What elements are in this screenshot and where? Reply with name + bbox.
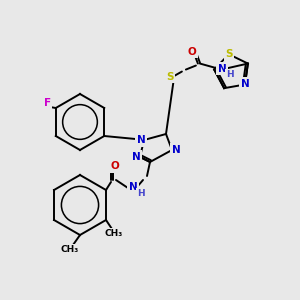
Text: CH₃: CH₃: [61, 245, 79, 254]
Text: S: S: [225, 49, 232, 59]
Text: H: H: [137, 190, 145, 199]
Text: F: F: [44, 98, 51, 108]
Text: N: N: [172, 145, 180, 155]
Text: N: N: [241, 79, 249, 88]
Text: O: O: [188, 46, 196, 56]
Text: O: O: [111, 161, 119, 171]
Text: N: N: [132, 152, 140, 162]
Text: CH₃: CH₃: [105, 230, 123, 238]
Text: N: N: [129, 182, 137, 192]
Text: N: N: [218, 64, 226, 74]
Text: H: H: [226, 70, 234, 79]
Text: N: N: [136, 135, 146, 145]
Text: S: S: [166, 71, 174, 82]
